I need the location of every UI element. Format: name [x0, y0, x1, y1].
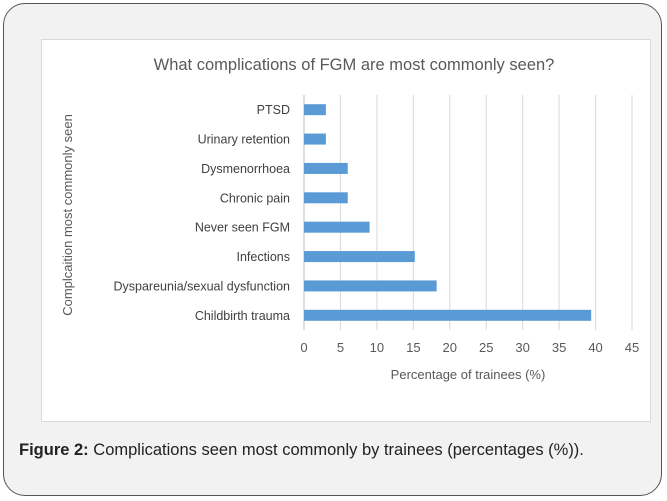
gridlines [303, 95, 633, 330]
bar [304, 280, 437, 292]
category-label: Urinary retention [198, 133, 290, 147]
x-tick-labels: 0 5 10 15 20 25 30 35 40 45 [300, 340, 639, 355]
bar-chart: What complications of FGM are most commo… [60, 56, 639, 382]
figure-caption-text: Complications seen most commonly by trai… [93, 441, 584, 459]
category-label: PTSD [257, 103, 290, 117]
bar [304, 309, 592, 321]
y-axis-label: Complcaition most commonly seen [60, 114, 75, 316]
bar [304, 133, 326, 145]
x-tick-label: 25 [479, 340, 493, 355]
x-tick-label: 40 [588, 340, 602, 355]
x-tick-label: 10 [370, 340, 384, 355]
figure-label: Figure 2: [19, 441, 89, 459]
category-label: Dyspareunia/sexual dysfunction [114, 279, 291, 293]
x-axis-label: Percentage of trainees (%) [391, 367, 546, 382]
figure-frame: What complications of FGM are most commo… [3, 3, 662, 496]
category-label: Infections [236, 250, 290, 264]
category-labels: PTSD Urinary retention Dysmenorrhoea Chroni… [114, 103, 291, 323]
chart-area: What complications of FGM are most commo… [41, 39, 651, 422]
category-label: Dysmenorrhoea [201, 162, 290, 176]
chart-title: What complications of FGM are most commo… [154, 56, 555, 74]
bar [304, 221, 370, 233]
bar [304, 192, 348, 204]
bars [304, 104, 592, 321]
category-label: Childbirth trauma [195, 309, 290, 323]
category-label: Chronic pain [220, 191, 290, 205]
x-tick-label: 15 [406, 340, 420, 355]
category-label: Never seen FGM [195, 221, 290, 235]
x-tick-label: 35 [552, 340, 566, 355]
bar [304, 104, 326, 116]
x-tick-label: 30 [515, 340, 529, 355]
x-tick-label: 5 [337, 340, 344, 355]
bar [304, 251, 415, 263]
figure-caption: Figure 2: Complications seen most common… [19, 438, 649, 462]
x-tick-label: 20 [443, 340, 457, 355]
bar [304, 162, 348, 174]
x-tick-label: 0 [300, 340, 307, 355]
x-tick-label: 45 [625, 340, 639, 355]
